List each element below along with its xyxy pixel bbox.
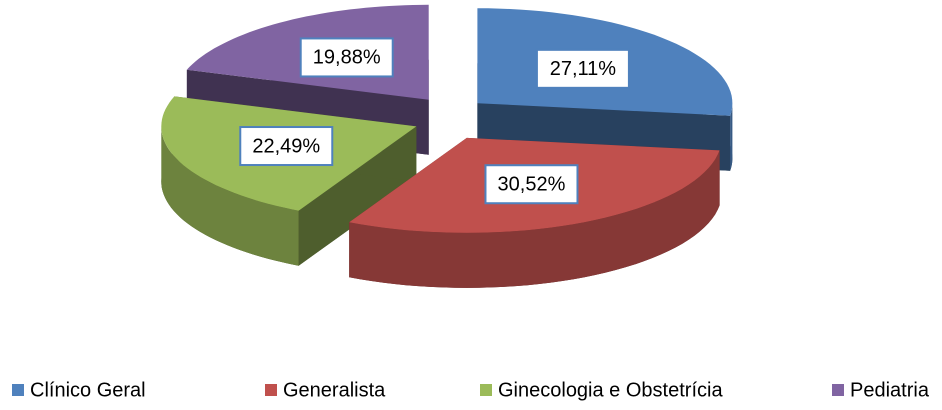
label-box: [535, 48, 630, 89]
data-label: 22,49%: [252, 135, 320, 157]
legend-label: Pediatria: [850, 379, 930, 401]
legend-swatch: [832, 384, 844, 396]
legend-label: Generalista: [283, 379, 386, 401]
legend-label: Clínico Geral: [30, 379, 146, 401]
label-box: [239, 126, 334, 167]
legend-swatch: [480, 384, 492, 396]
label-box: [299, 37, 394, 78]
legend-swatch: [12, 384, 24, 396]
data-label: 19,88%: [313, 47, 381, 69]
legend-swatch: [265, 384, 277, 396]
slice-side: [349, 150, 720, 288]
data-label: 30,52%: [498, 174, 566, 196]
label-box: [484, 164, 579, 205]
legend-label: Ginecologia e Obstetrícia: [498, 379, 723, 401]
slice-side: [730, 103, 733, 171]
data-label: 27,11%: [550, 58, 617, 80]
slice-side: [161, 126, 299, 266]
